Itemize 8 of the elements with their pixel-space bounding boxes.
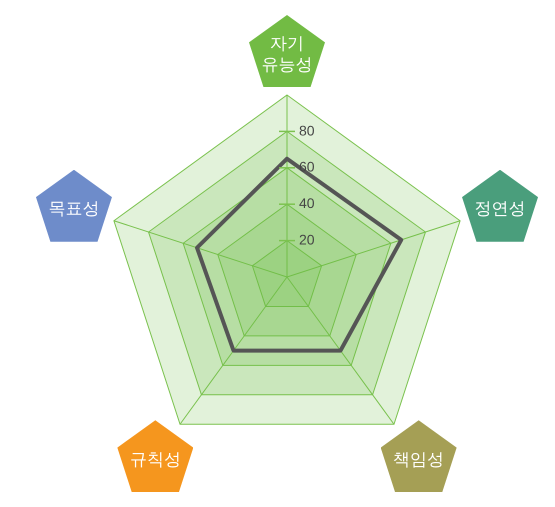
spoke-label: 책임성 (392, 448, 446, 472)
y-tick-label: 20 (299, 231, 315, 248)
y-tick-label: 80 (299, 122, 315, 138)
y-tick-label: 40 (299, 195, 315, 212)
spoke-label: 자기 유능성 (260, 33, 314, 77)
spoke-label: 규칙성 (128, 448, 182, 472)
spoke-label: 정연성 (474, 198, 527, 222)
spoke-label: 목표성 (47, 198, 100, 222)
